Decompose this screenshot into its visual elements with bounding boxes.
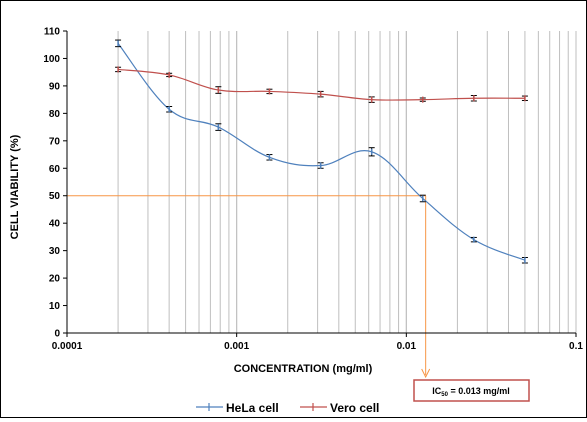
y-tick-label: 50 <box>49 191 61 202</box>
grid-layer <box>117 31 577 333</box>
y-tick-label: 10 <box>49 301 61 312</box>
y-tick-label: 100 <box>43 54 60 65</box>
series-vero-cell <box>115 66 528 103</box>
x-axis-title: CONCENTRATION (mg/ml) <box>234 363 373 375</box>
ic50-prefix: IC <box>432 386 442 396</box>
y-tick-label: 0 <box>54 329 60 340</box>
ic50-subscript: 50 <box>441 392 448 398</box>
legend-item-vero: Vero cell <box>300 401 379 415</box>
x-tick-label: 0.001 <box>224 341 249 352</box>
series-hela-cell <box>115 39 528 264</box>
y-axis-title: CELL VIABILITY (%) <box>9 134 21 239</box>
x-tick-label: 0.01 <box>397 341 417 352</box>
series-line-hela-cell <box>117 42 526 261</box>
legend-label-hela: HeLa cell <box>226 401 279 415</box>
ic50-arrowhead <box>421 368 431 379</box>
ic50-box <box>413 379 530 402</box>
y-tick-label: 60 <box>49 164 61 175</box>
y-tick-label: 110 <box>44 27 61 38</box>
x-tick-label: 0.0001 <box>52 341 83 352</box>
legend-item-hela: HeLa cell <box>196 401 279 415</box>
y-tick-label: 40 <box>49 219 61 230</box>
series-layer <box>115 39 528 264</box>
y-tick-label: 80 <box>49 109 61 120</box>
series-line-vero-cell <box>118 68 525 101</box>
labels-layer: 0 10 20 30 40 50 60 70 80 90 100 110 0.0001 0.001 0.01… <box>43 27 583 353</box>
y-tick-label: 20 <box>49 274 61 285</box>
legend-label-vero: Vero cell <box>330 401 379 415</box>
x-tick-label: 0.1 <box>569 341 583 352</box>
y-tick-label: 30 <box>49 246 61 257</box>
ic50-label: IC50 = 0.013 mg/ml <box>432 386 509 398</box>
ic50-value: = 0.013 mg/ml <box>448 386 510 396</box>
ic50-annotation-box: IC50 = 0.013 mg/ml <box>413 379 530 402</box>
axes-layer <box>63 30 577 337</box>
y-tick-label: 90 <box>49 81 61 92</box>
ic50-guide-lines <box>67 195 431 379</box>
legend: HeLa cell Vero cell <box>196 401 379 415</box>
y-tick-label: 70 <box>49 136 61 147</box>
